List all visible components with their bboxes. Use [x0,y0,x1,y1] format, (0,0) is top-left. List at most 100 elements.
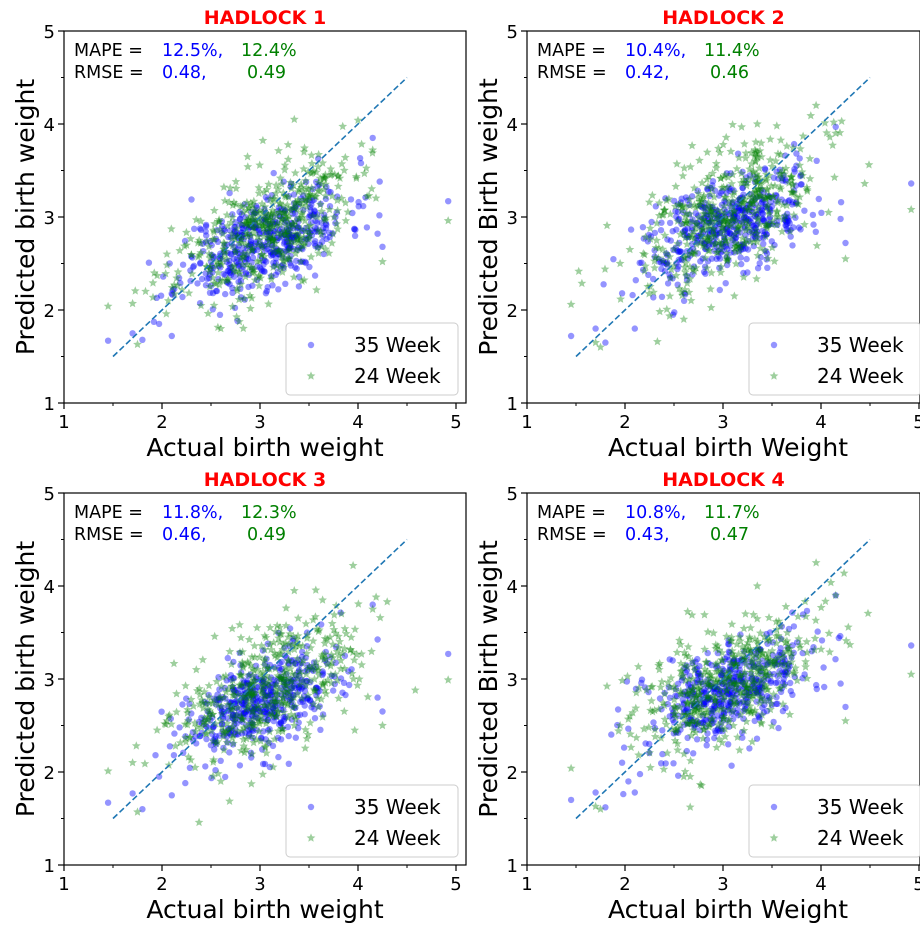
data-point-24-week [646,234,655,243]
y-tick-label: 3 [507,208,518,229]
data-point-24-week [711,692,720,702]
data-point-35-week [264,196,271,203]
data-point-24-week [318,679,328,688]
data-point-24-week [209,225,218,234]
data-point-35-week [285,227,292,234]
data-point-35-week [760,662,767,670]
data-point-24-week [645,223,655,233]
data-point-35-week [710,705,717,713]
x-axis-label: Actual birth weight [146,895,383,924]
data-point-24-week [775,669,784,679]
data-point-24-week [235,238,244,247]
data-point-24-week [275,673,285,682]
data-point-24-week [770,181,780,190]
y-tick-label: 2 [44,763,55,784]
data-point-24-week [348,560,358,570]
data-point-35-week [695,670,702,677]
data-point-24-week [680,233,690,242]
data-point-35-week [280,178,287,185]
legend-label-35-week: 35 Week [354,333,441,357]
data-point-35-week [271,696,278,703]
data-point-35-week [675,216,682,223]
data-point-24-week [350,725,360,734]
data-point-35-week [232,228,239,235]
data-point-35-week [701,716,709,724]
data-point-24-week [754,652,763,662]
data-point-35-week [208,258,215,265]
data-point-24-week [161,269,170,278]
data-point-24-week [287,676,297,685]
data-point-24-week [292,234,302,243]
y-tick-label: 2 [507,301,518,322]
data-point-24-week [719,711,728,721]
data-point-35-week [313,692,320,699]
data-point-35-week [322,195,330,203]
data-point-35-week [707,695,715,703]
data-point-24-week [740,705,749,714]
data-point-35-week [732,687,739,695]
data-point-24-week [693,684,703,693]
data-point-35-week [283,241,290,249]
data-point-24-week [271,711,281,721]
data-point-24-week [364,191,374,200]
data-point-24-week [729,651,739,660]
data-point-24-week [681,218,691,227]
data-point-35-week [741,209,749,217]
data-point-35-week [719,212,726,220]
data-point-35-week [767,629,774,636]
data-point-24-week [334,643,344,652]
data-point-35-week [651,253,658,260]
data-point-24-week [660,700,669,710]
data-point-35-week [592,789,599,796]
data-point-35-week [330,687,337,694]
data-point-24-week [662,195,671,205]
data-point-24-week [825,132,835,141]
data-point-24-week [293,689,302,698]
data-point-35-week [699,255,706,262]
data-point-35-week [705,694,712,701]
data-point-24-week [741,235,751,244]
data-point-35-week [241,201,248,208]
data-point-24-week [296,179,306,188]
data-point-35-week [177,279,184,287]
data-point-35-week [717,189,724,196]
data-point-24-week [678,171,688,180]
data-point-35-week [311,715,319,722]
data-point-24-week [735,632,744,641]
data-point-35-week [153,294,160,301]
data-point-24-week [716,244,726,253]
data-point-24-week [167,719,176,728]
data-point-24-week [665,311,674,320]
data-point-35-week [683,276,691,284]
data-point-24-week [682,718,692,727]
data-point-35-week [727,170,734,177]
data-point-35-week [707,715,714,722]
data-point-24-week [710,695,720,704]
data-point-24-week [752,274,761,283]
data-point-35-week [277,719,284,727]
data-point-35-week [229,284,236,292]
data-point-35-week [285,232,292,239]
data-point-35-week [225,233,232,241]
data-point-35-week [241,701,248,708]
data-point-35-week [241,249,248,256]
data-point-35-week [709,228,716,235]
data-point-35-week [674,201,682,208]
data-point-24-week [648,707,657,716]
data-point-35-week [240,714,247,721]
data-point-35-week [842,239,849,247]
data-point-24-week [273,707,283,716]
data-point-35-week [683,272,690,279]
data-point-35-week [245,708,253,715]
data-point-35-week [229,711,236,719]
data-point-24-week [277,724,287,733]
data-point-24-week [763,253,773,263]
data-point-35-week [208,262,215,270]
data-point-35-week [766,221,773,228]
data-point-35-week [737,656,745,664]
data-point-24-week [704,223,713,232]
data-point-24-week [760,673,770,682]
data-point-35-week [247,241,254,248]
data-point-24-week [271,627,281,636]
data-point-24-week [711,644,721,653]
